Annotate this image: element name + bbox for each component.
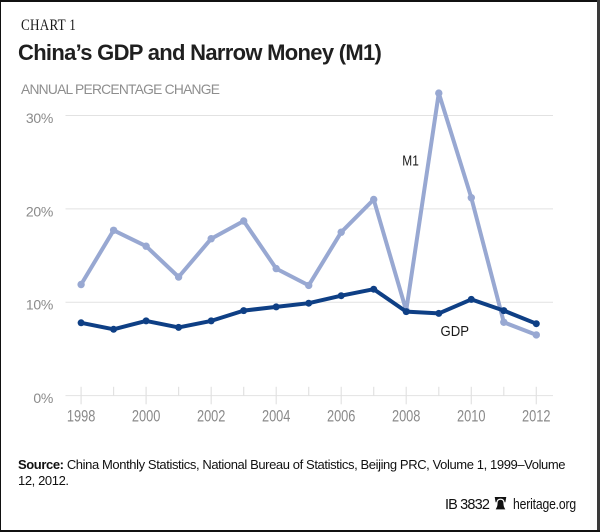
svg-text:2004: 2004 [262,407,291,426]
svg-text:2006: 2006 [327,407,356,426]
svg-text:1998: 1998 [67,407,96,426]
svg-text:GDP: GDP [441,323,470,340]
svg-text:0%: 0% [33,390,53,406]
svg-text:2000: 2000 [132,407,161,426]
svg-text:10%: 10% [26,297,53,313]
svg-text:2008: 2008 [392,407,421,426]
svg-text:2010: 2010 [457,407,486,426]
svg-text:2002: 2002 [197,407,226,426]
svg-text:20%: 20% [26,203,53,219]
svg-text:M1: M1 [402,153,419,170]
svg-text:2012: 2012 [522,407,551,426]
svg-text:30%: 30% [26,110,53,126]
